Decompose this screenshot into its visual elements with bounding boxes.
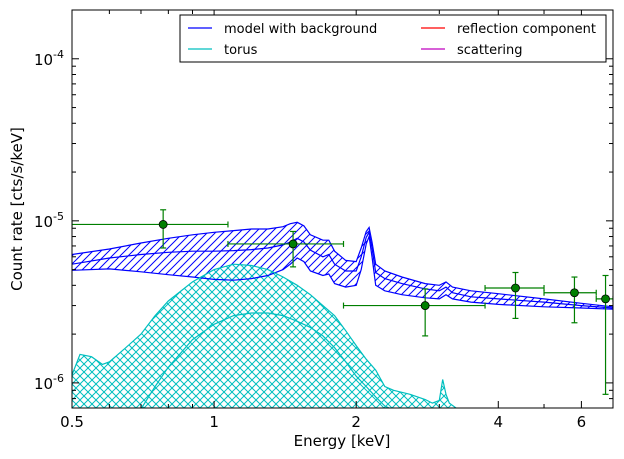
axis-ticks	[71, 9, 614, 409]
model-lines	[72, 221, 613, 408]
legend-label: reflection component	[457, 22, 596, 37]
y-tick-label: 10-4	[34, 48, 64, 69]
data-marker	[420, 301, 430, 310]
torus-median-line	[140, 312, 391, 408]
data-marker	[511, 283, 520, 293]
legend-entry: scattering	[421, 43, 523, 58]
uncertainty-bands	[72, 222, 613, 408]
data-marker	[601, 294, 610, 304]
model-with-background-upper-line	[72, 221, 613, 308]
data-marker	[570, 288, 579, 298]
y-tick-label: 10-6	[34, 372, 64, 393]
legend-label: scattering	[457, 43, 523, 58]
data-marker	[288, 239, 298, 249]
y-tick-labels: 10-6 10-5 10-4	[34, 48, 64, 393]
x-tick-labels: 0.5 1 2 4 6	[60, 413, 586, 431]
model-with-background-band-fill	[72, 222, 613, 310]
data-point-4	[484, 271, 545, 320]
plot-frame	[71, 9, 614, 409]
legend-entry: reflection component	[421, 22, 596, 37]
legend-entry: torus	[188, 43, 258, 58]
data-point-2	[227, 230, 345, 268]
data-point-6	[595, 274, 613, 395]
legend-box	[179, 14, 607, 63]
y-tick-label: 10-5	[34, 210, 64, 231]
legend-label: torus	[224, 43, 258, 58]
data-marker	[158, 220, 168, 229]
x-tick-label: 2	[351, 413, 361, 431]
x-tick-label: 1	[209, 413, 219, 431]
legend-entry: model with background	[188, 22, 377, 37]
data-point-1	[72, 209, 229, 249]
model-with-background-median-line	[72, 230, 613, 309]
torus-upper-line	[72, 263, 458, 408]
model-with-background-lower-line	[72, 234, 613, 310]
data-points	[72, 209, 613, 395]
plot-area	[72, 209, 613, 408]
x-axis-label: Energy [keV]	[294, 432, 391, 450]
torus-band-fill	[72, 264, 457, 408]
x-tick-label: 0.5	[60, 413, 84, 431]
legend: model with background reflection componen…	[179, 14, 607, 63]
data-point-3	[342, 288, 486, 337]
data-point-5	[543, 276, 597, 324]
x-tick-label: 4	[494, 413, 504, 431]
legend-label: model with background	[224, 22, 377, 37]
y-axis-label: Count rate [cts/s/keV]	[8, 127, 26, 291]
x-tick-label: 6	[577, 413, 587, 431]
